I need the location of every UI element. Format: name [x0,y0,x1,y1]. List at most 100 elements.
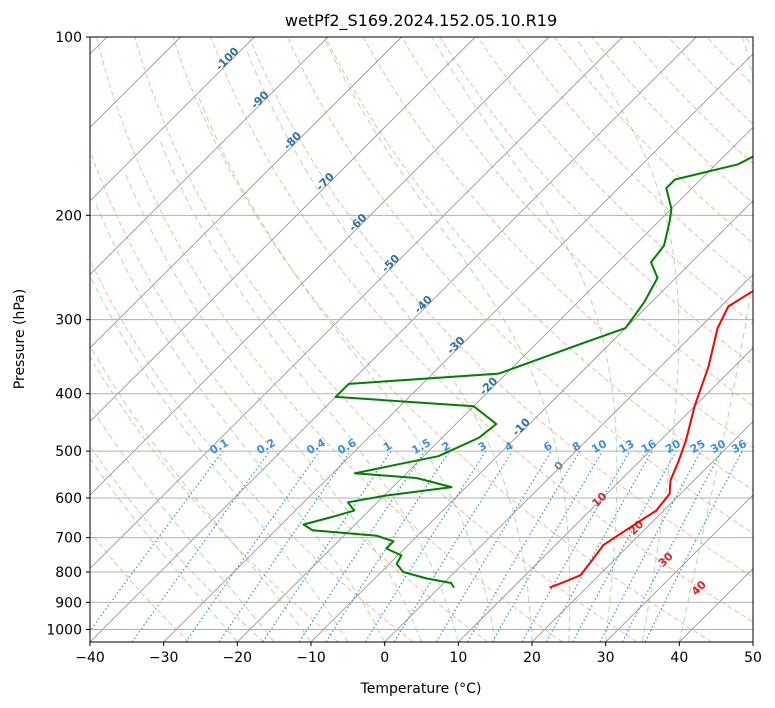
isotherm-line [458,347,753,642]
y-tick-label: 500 [55,444,82,460]
isotherm-line [237,126,753,642]
dry-adiabat-line [439,37,753,366]
dry-adiabat-label: -80 [281,129,304,152]
dry-adiabat-line [90,149,488,642]
y-tick-label: 100 [55,30,82,46]
dry-adiabat-label: -10 [510,415,533,438]
profile-series [302,155,753,589]
x-axis-label: Temperature (°C) [360,681,482,697]
mixing-ratio-line [466,450,581,642]
mixing-ratio-label: 1.5 [410,436,433,457]
x-tick-label: 10 [449,650,467,666]
background-labels: 0.1 0.2 0.4 0.6 1 1.5 2 3 4 6 8 10 13 16 20 25 30 36-100-… [207,44,749,598]
mixing-ratio-line [218,450,351,642]
moist-adiabat-line [197,94,496,642]
mixing-ratio-label: 25 [688,437,708,456]
mixing-ratio-line [621,450,722,642]
x-tick-label: −20 [223,650,253,666]
dry-adiabat-line [90,355,339,642]
mixing-ratio-label: 0.6 [335,436,359,457]
moist-adiabat-line [90,344,312,642]
moist-adiabat-line [90,457,238,642]
dewpoint-line [302,155,753,589]
dry-adiabat-line [706,37,753,86]
y-tick-label: 900 [55,595,82,611]
dry-adiabat-line [134,37,638,642]
y-tick-label: 700 [55,531,82,547]
isotherm-line [679,567,753,642]
mixing-ratio-line [572,450,677,642]
dry-adiabat-line [515,37,753,284]
y-tick-label: 400 [55,387,82,403]
dry-adiabat-line [210,37,753,623]
mixing-ratio-line [185,450,321,642]
dry-adiabat-line [324,37,753,491]
moist-adiabat-line [678,37,753,642]
moist-adiabat-line [125,173,422,642]
mixing-ratio-label: 16 [639,437,659,456]
dry-adiabat-line [90,531,190,642]
x-tick-label: 0 [380,650,389,666]
x-tick-label: 20 [523,650,541,666]
dry-adiabat-line [744,37,753,47]
y-tick-label: 200 [55,208,82,224]
dry-adiabat-label: -100 [213,44,242,73]
isotherm-line [310,200,753,642]
mixing-ratio-line [131,450,271,642]
y-axis-label: Pressure (hPa) [12,289,28,389]
mixing-ratio-label: 3 [476,439,489,454]
isotherm-line [531,420,753,642]
plot-frame [89,36,754,643]
x-tick-label: −10 [296,650,326,666]
dry-adiabat-line [668,37,753,125]
background-lines [90,37,753,642]
x-tick-label: −30 [149,650,179,666]
isotherm-line [90,37,697,642]
moist-adiabat-label: 30 [656,549,676,569]
mixing-ratio-label: 30 [708,437,728,456]
moist-adiabat-label: 40 [689,578,709,598]
mixing-ratio-line [644,450,743,642]
mixing-ratio-line [90,450,224,632]
mixing-ratio-label: 8 [570,439,583,454]
dry-adiabat-label: -60 [346,211,369,234]
mixing-ratio-label: 13 [617,437,637,456]
dry-adiabat-label: -50 [379,252,402,275]
dry-adiabat-label: -90 [248,88,271,111]
mixing-ratio-label: 1 [381,439,394,454]
mixing-ratio-label: 6 [541,439,554,454]
mixing-ratio-label: 20 [663,437,683,456]
mixing-ratio-label: 10 [589,437,609,456]
x-tick-label: 40 [670,650,688,666]
isotherm-line [90,37,476,423]
y-tick-label: 300 [55,313,82,329]
y-tick-label: 600 [55,491,82,507]
moist-adiabat-line [245,49,533,642]
isotherm-line [90,37,550,496]
temperature-line [549,289,753,589]
dry-adiabat-line [401,37,753,407]
isotherm-line [384,273,753,642]
moist-adiabat-line [431,37,618,642]
mixing-ratio-line [364,450,487,642]
x-tick-label: 30 [597,650,615,666]
mixing-ratio-line [435,450,552,642]
x-tick-label: −40 [75,650,105,666]
moist-adiabat-label: 10 [589,490,609,510]
isotherm-line [90,37,329,276]
dry-adiabat-label: -40 [412,293,435,316]
moist-adiabat-line [575,37,680,642]
isotherm-line [90,37,623,570]
mixing-ratio-label: 4 [503,439,516,454]
mixing-ratio-line [521,450,631,642]
y-tick-label: 800 [55,565,82,581]
dry-adiabat-label: -70 [314,170,337,193]
y-tick-label: 1000 [46,622,82,638]
dry-adiabat-line [591,37,753,204]
x-axis-ticks: −40 −30 −20 −10 0 10 20 30 40 50 [75,642,762,666]
x-tick-label: 50 [744,650,762,666]
dry-adiabat-line [172,37,712,642]
y-axis-ticks: 1000 900 800 700 600 500 400 300 200 100 [46,30,90,638]
dry-adiabat-line [248,37,753,578]
